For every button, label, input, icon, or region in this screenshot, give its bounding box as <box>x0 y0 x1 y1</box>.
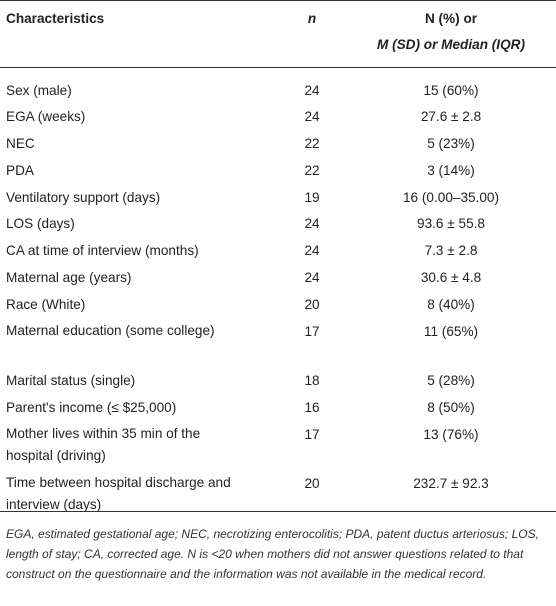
row-label: Maternal age (years) <box>6 270 132 285</box>
table-row: Time between hospital discharge and inte… <box>0 475 556 515</box>
table-row: Maternal education (some college) 17 11 (6… <box>0 323 556 363</box>
row-value: 27.6 ± 2.8 <box>420 109 482 124</box>
row-value: 8 (40%) <box>427 297 475 312</box>
table-row: NEC 22 5 (23%) <box>0 135 556 152</box>
row-value: 5 (23%) <box>427 136 475 151</box>
row-value: 8 (50%) <box>427 400 475 415</box>
row-value: 15 (60%) <box>423 83 479 98</box>
row-value: 3 (14%) <box>427 163 475 178</box>
table-row: Maternal age (years) 24 30.6 ± 4.8 <box>0 269 556 286</box>
table-row: LOS (days) 24 93.6 ± 55.8 <box>0 215 556 232</box>
row-value: 5 (28%) <box>427 373 475 388</box>
table-bottom-rule <box>0 511 556 512</box>
row-n: 22 <box>304 136 320 151</box>
row-value: 93.6 ± 55.8 <box>417 216 485 231</box>
row-n: 16 <box>304 400 320 415</box>
header-value-line1: N (%) or <box>424 11 478 26</box>
row-n: 20 <box>304 297 320 312</box>
row-label: Race (White) <box>6 297 86 312</box>
table-row: PDA 22 3 (14%) <box>0 162 556 179</box>
row-n: 18 <box>304 373 320 388</box>
row-value: 7.3 ± 2.8 <box>424 243 478 258</box>
row-label: Mother lives within 35 min of the hospit… <box>6 426 201 463</box>
row-value: 11 (65%) <box>423 324 479 339</box>
header-value-line2: M (SD) or Median (IQR) <box>376 37 525 52</box>
row-value: 16 (0.00–35.00) <box>403 190 499 205</box>
row-n: 19 <box>304 190 320 205</box>
row-n: 17 <box>304 427 320 442</box>
row-label: Ventilatory support (days) <box>6 190 161 205</box>
row-label: NEC <box>6 136 35 151</box>
table-row: CA at time of interview (months) 24 7.3 ± … <box>0 242 556 259</box>
table-row: Mother lives within 35 min of the hospit… <box>0 426 556 466</box>
row-label: CA at time of interview (months) <box>6 243 199 258</box>
table-row: Sex (male) 24 15 (60%) <box>0 82 556 99</box>
row-n: 22 <box>304 163 320 178</box>
header-rule <box>0 67 556 68</box>
table-row: Marital status (single) 18 5 (28%) <box>0 372 556 389</box>
table-footnote: EGA, estimated gestational age; NEC, nec… <box>6 527 539 581</box>
row-label: PDA <box>6 163 34 178</box>
row-label: Maternal education (some college) <box>6 323 215 338</box>
header-characteristics: Characteristics <box>6 11 105 26</box>
header-n: n <box>307 11 317 26</box>
table-row: Parent's income (≤ $25,000) 16 8 (50%) <box>0 399 556 416</box>
row-label: EGA (weeks) <box>6 109 86 124</box>
table-header: Characteristics n N (%) or M (SD) or Med… <box>0 0 556 67</box>
row-label: LOS (days) <box>6 216 75 231</box>
row-n: 20 <box>304 476 320 491</box>
row-label: Sex (male) <box>6 83 72 98</box>
row-n: 24 <box>304 243 320 258</box>
row-value: 30.6 ± 4.8 <box>420 270 482 285</box>
table-row: EGA (weeks) 24 27.6 ± 2.8 <box>0 108 556 125</box>
row-value: 232.7 ± 92.3 <box>413 476 489 491</box>
row-n: 24 <box>304 216 320 231</box>
row-label: Time between hospital discharge and inte… <box>6 475 231 512</box>
table-row: Race (White) 20 8 (40%) <box>0 296 556 313</box>
row-n: 17 <box>304 324 320 339</box>
row-value: 13 (76%) <box>423 427 479 442</box>
table-row: Ventilatory support (days) 19 16 (0.00–35.… <box>0 189 556 206</box>
row-n: 24 <box>304 83 320 98</box>
header-value: N (%) or M (SD) or Median (IQR) <box>376 11 526 53</box>
row-n: 24 <box>304 109 320 124</box>
row-n: 24 <box>304 270 320 285</box>
table-top-rule <box>0 0 556 1</box>
row-label: Parent's income (≤ $25,000) <box>6 400 177 415</box>
row-label: Marital status (single) <box>6 373 136 388</box>
